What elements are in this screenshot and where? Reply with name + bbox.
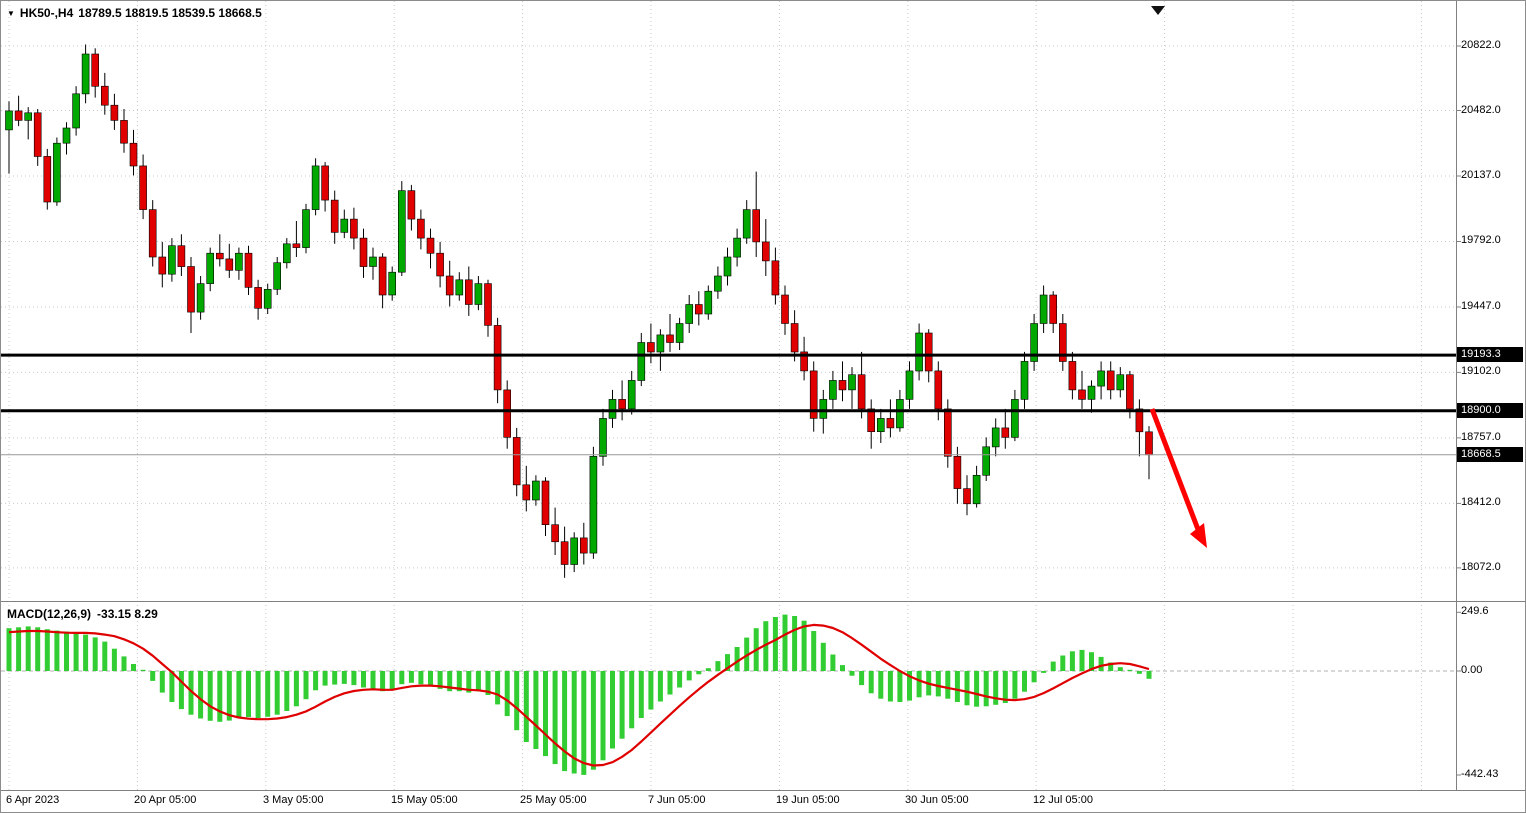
price-tag: 18668.5 [1457, 447, 1523, 462]
price-tick-label: 19792.0 [1461, 234, 1501, 246]
time-axis-label: 3 May 05:00 [263, 794, 324, 806]
macd-indicator-label: MACD(12,26,9) -33.15 8.29 [7, 607, 158, 621]
grid-group [1, 1, 1456, 790]
price-tick-label: 19102.0 [1461, 365, 1501, 377]
price-tick-label: 19447.0 [1461, 300, 1501, 312]
price-tick-label: 20482.0 [1461, 104, 1501, 116]
time-axis-label: 19 Jun 05:00 [776, 794, 840, 806]
candles-group [5, 44, 1153, 578]
macd-tick-label: -442.43 [1461, 768, 1499, 780]
time-axis-label: 30 Jun 05:00 [905, 794, 969, 806]
macd-tick-label: 0.00 [1461, 664, 1483, 676]
chart-shift-marker-icon[interactable] [1151, 6, 1165, 15]
symbol-dropdown-icon[interactable]: ▼ [7, 9, 15, 18]
trend-arrow[interactable] [1149, 408, 1207, 548]
time-axis-label: 12 Jul 05:00 [1033, 794, 1093, 806]
time-axis-label: 25 May 05:00 [520, 794, 587, 806]
time-axis-label: 6 Apr 2023 [6, 794, 60, 806]
ohlc-readout: 18789.5 18819.5 18539.5 18668.5 [78, 6, 262, 20]
macd-signal-line [8, 623, 1150, 767]
price-tick-label: 20822.0 [1461, 39, 1501, 51]
macd-histogram-group [6, 614, 1152, 775]
time-axis-label: 20 Apr 05:00 [134, 794, 197, 806]
price-tick-label: 20137.0 [1461, 169, 1501, 181]
time-axis-label: 15 May 05:00 [391, 794, 458, 806]
chart-header: ▼ HK50-,H4 18789.5 18819.5 18539.5 18668… [7, 6, 262, 20]
price-tag: 18900.0 [1457, 403, 1523, 418]
symbol-timeframe-label: HK50-,H4 [19, 6, 74, 20]
price-tick-label: 18757.0 [1461, 431, 1501, 443]
macd-tick-label: 249.6 [1461, 605, 1489, 617]
price-tag: 19193.3 [1457, 347, 1523, 362]
time-axis-label: 7 Jun 05:00 [648, 794, 706, 806]
macd-name: MACD(12,26,9) [7, 607, 92, 621]
price-tick-label: 18072.0 [1461, 561, 1501, 573]
macd-values: -33.15 8.29 [97, 607, 158, 621]
price-tick-label: 18412.0 [1461, 496, 1501, 508]
